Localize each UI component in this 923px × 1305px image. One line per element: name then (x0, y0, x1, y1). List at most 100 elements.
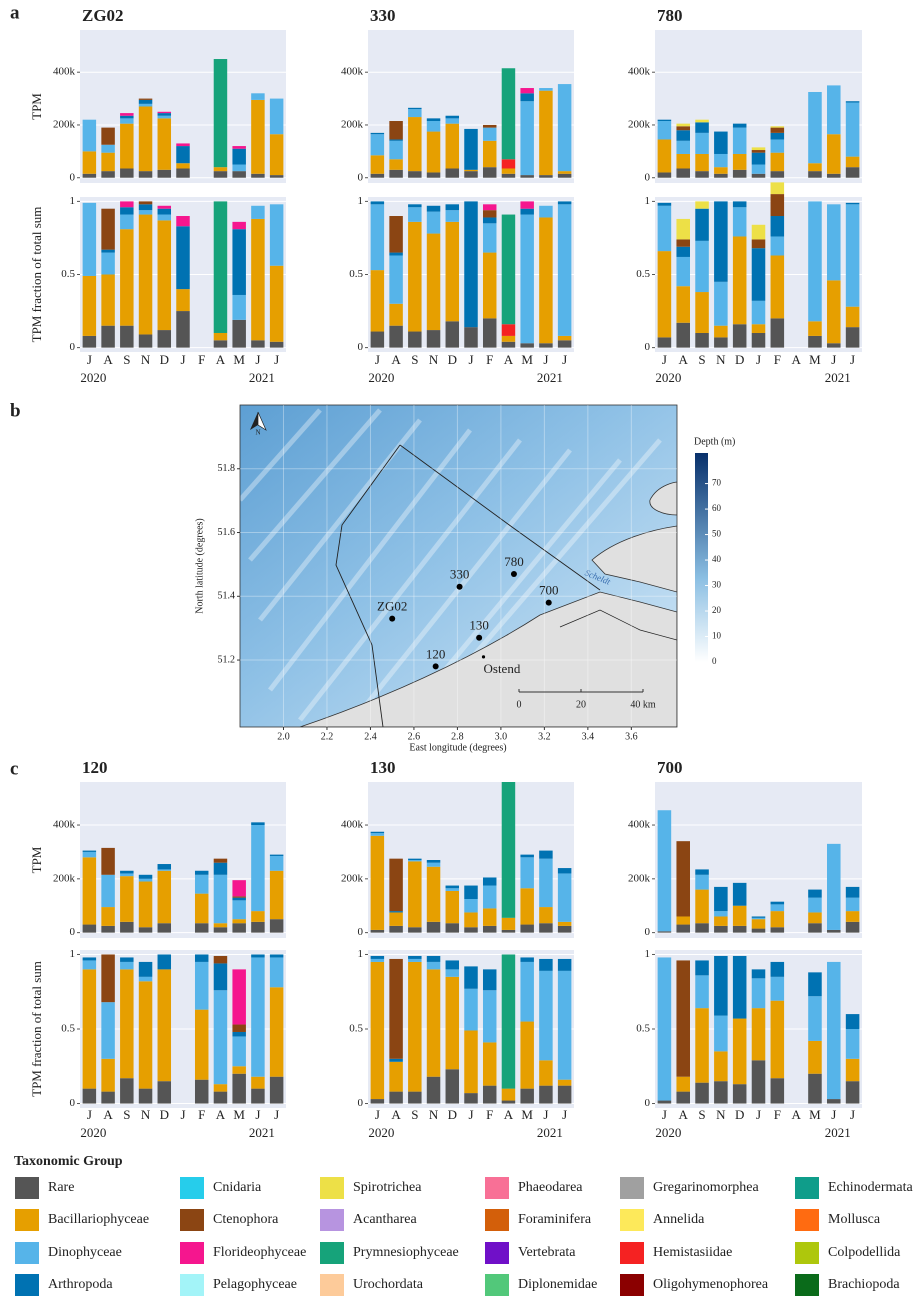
bar-segment (195, 954, 208, 961)
bar-segment (502, 68, 515, 159)
y-tick-label: 1 (645, 948, 651, 960)
bar-segment (808, 972, 822, 996)
bar-segment (408, 204, 421, 207)
bar-segment (558, 336, 571, 340)
bar-segment (827, 85, 841, 134)
bar-segment (214, 59, 227, 167)
bar-segment (771, 902, 785, 905)
bar-segment (101, 275, 114, 326)
bar-segment (158, 112, 171, 113)
bar-segment (120, 229, 133, 326)
bar-segment (408, 962, 421, 1092)
bar-segment (214, 863, 227, 875)
bar-segment (658, 931, 672, 932)
bar-segment (408, 959, 421, 962)
bar-segment (408, 171, 421, 178)
year-label: 2020 (655, 370, 681, 385)
scalebar-label: 20 (576, 699, 586, 710)
bar-segment (658, 957, 672, 1100)
bar-segment (232, 295, 245, 320)
station-label: 700 (539, 583, 559, 598)
legend-title: Taxonomic Group (14, 1154, 123, 1169)
bar-segment (139, 215, 152, 335)
x-tick-label: 2.8 (451, 731, 464, 742)
bar-segment (695, 154, 709, 171)
x-tick-label: S (411, 352, 418, 367)
bar-segment (502, 1089, 515, 1101)
bar-segment (752, 165, 766, 174)
y-tick-label: 200k (341, 118, 364, 130)
bar-segment (371, 155, 384, 173)
bar-segment (695, 292, 709, 333)
bar-segment (539, 88, 552, 91)
bar-segment (714, 1081, 728, 1103)
bar-segment (827, 930, 841, 933)
y-tick-label: 400k (341, 66, 364, 78)
bar-segment (558, 1080, 571, 1086)
bar-segment (101, 326, 114, 348)
bar-segment (427, 212, 440, 234)
bar-segment (446, 124, 459, 169)
bar-segment (539, 907, 552, 923)
y-tick-label: 1 (70, 195, 76, 207)
bar-segment (483, 1086, 496, 1104)
bar-segment (502, 336, 515, 342)
x-tick-label: A (791, 352, 801, 367)
bar-segment (101, 253, 114, 275)
bar-segment (771, 1001, 785, 1079)
station-point (546, 600, 552, 606)
bar-segment (446, 1069, 459, 1103)
x-tick-label: S (123, 1107, 130, 1122)
bar-segment (733, 1084, 747, 1103)
bar-segment (139, 334, 152, 347)
bar-segment (483, 886, 496, 909)
bar-segment (539, 175, 552, 178)
bar-segment (251, 93, 264, 100)
bar-segment (752, 239, 766, 248)
bar-segment (232, 880, 245, 896)
legend-label: Pelagophyceae (213, 1277, 297, 1292)
x-tick-label: D (448, 352, 457, 367)
bar-segment (214, 167, 227, 171)
panel-label: b (10, 400, 21, 421)
legend-swatch (795, 1242, 819, 1264)
bar-segment (101, 128, 114, 145)
y-tick-label: 1 (70, 948, 76, 960)
bar-segment (464, 899, 477, 912)
bar-segment (771, 194, 785, 216)
bar-segment (658, 1101, 672, 1104)
bar-segment (101, 171, 114, 178)
legend-label: Vertebrata (518, 1245, 576, 1260)
legend-swatch (180, 1274, 204, 1296)
bar-segment (214, 927, 227, 932)
bar-segment (83, 857, 96, 924)
bar-segment (427, 922, 440, 933)
bar-segment (846, 203, 860, 204)
legend-label: Rare (48, 1180, 74, 1195)
bar-segment (520, 201, 533, 208)
bar-segment (120, 116, 133, 119)
bar-segment (139, 107, 152, 172)
station-label: 330 (450, 567, 470, 582)
y-tick-label: 0.5 (349, 1023, 363, 1035)
legend-swatch (620, 1242, 644, 1264)
bar-segment (427, 956, 440, 962)
bar-segment (733, 956, 747, 1019)
bar-segment (676, 168, 690, 177)
bar-segment (427, 234, 440, 331)
bar-segment (733, 324, 747, 347)
bar-segment (371, 836, 384, 930)
legend-label: Mollusca (828, 1212, 881, 1227)
bar-segment (676, 141, 690, 154)
bar-segment (83, 852, 96, 857)
x-tick-label: J (180, 1107, 185, 1122)
x-tick-label: A (504, 1107, 514, 1122)
bar-segment (733, 154, 747, 170)
bar-segment (214, 956, 227, 963)
bar-segment (752, 978, 766, 1008)
x-tick-label: A (791, 1107, 801, 1122)
station-point (457, 584, 463, 590)
bar-segment (483, 908, 496, 925)
bar-segment (808, 1074, 822, 1104)
bar-segment (251, 822, 264, 825)
